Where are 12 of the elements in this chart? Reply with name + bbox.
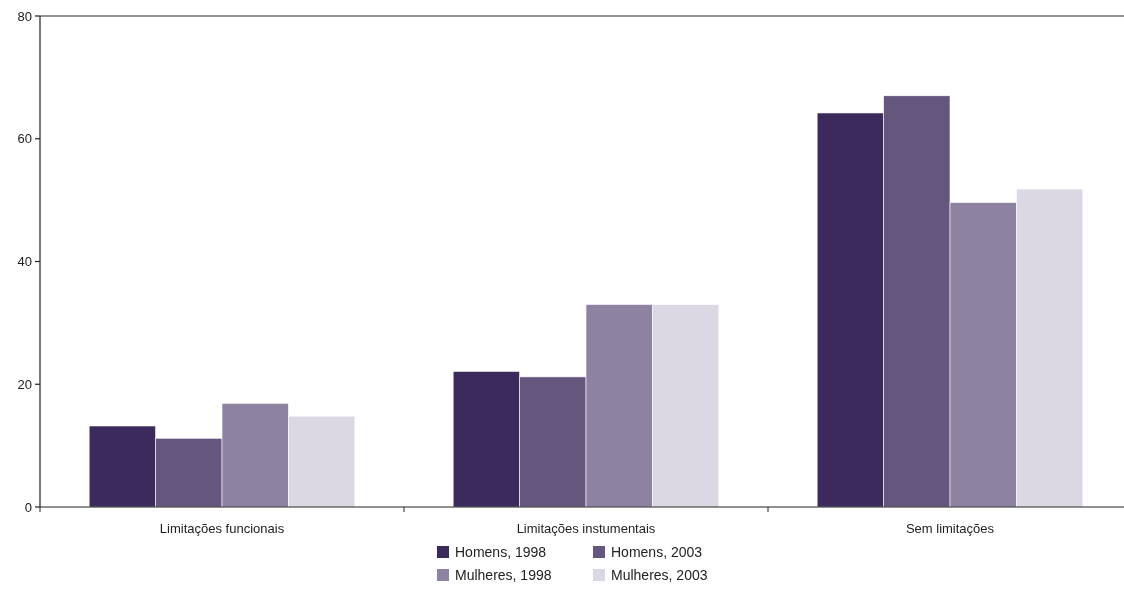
y-tick-label: 40 xyxy=(17,254,32,270)
legend-label: Mulheres, 2003 xyxy=(611,566,708,583)
legend-label: Homens, 2003 xyxy=(611,543,703,560)
legend-label: Homens, 1998 xyxy=(455,543,547,560)
y-tick-label: 60 xyxy=(17,131,32,147)
legend-label: Mulheres, 1998 xyxy=(455,566,552,583)
x-tick-label: Limitações funcionais xyxy=(159,521,285,536)
x-tick-label: Limitações instumentais xyxy=(516,521,656,536)
y-tick-label: 80 xyxy=(17,8,32,24)
x-tick-label: Sem limitações xyxy=(905,521,995,536)
y-tick-label: 20 xyxy=(17,376,32,392)
y-tick-label: 0 xyxy=(24,499,32,515)
